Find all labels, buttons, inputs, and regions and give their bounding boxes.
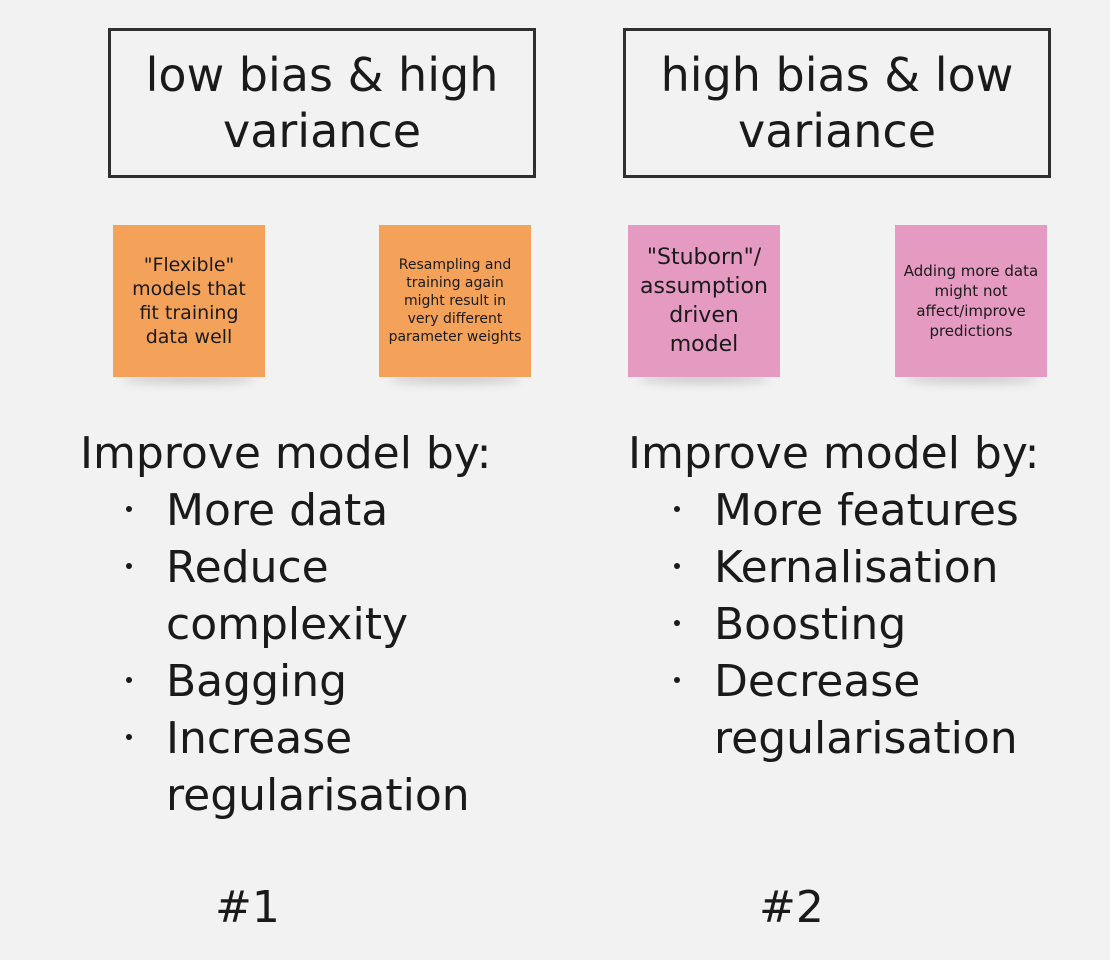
column-number: #1 (215, 882, 280, 933)
list-item-text: Decrease regularisation (714, 656, 1018, 764)
sticky-note-adding-data[interactable]: Adding more data might not affect/improv… (895, 225, 1047, 377)
list-item-text: Increase regularisation (166, 713, 470, 821)
list-item-text: Reduce complexity (166, 542, 408, 650)
bullet-icon (674, 677, 680, 683)
sticky-note-flexible-models[interactable]: "Flexible" models that fit training data… (113, 225, 265, 377)
title-box-high-bias-low-variance[interactable]: high bias & low variance (623, 28, 1051, 178)
list-item: Bagging (120, 653, 540, 710)
sticky-note-stubborn-model[interactable]: "Stuborn"/ assumption driven model (628, 225, 780, 377)
bullet-icon (674, 620, 680, 626)
bullet-icon (126, 563, 132, 569)
bullet-icon (126, 734, 132, 740)
improvement-list: More features Kernalisation Boosting Dec… (668, 482, 1088, 767)
list-item-text: Bagging (166, 656, 348, 707)
bullet-icon (674, 506, 680, 512)
title-text: low bias & high variance (145, 48, 499, 158)
title-box-low-bias-high-variance[interactable]: low bias & high variance (108, 28, 536, 178)
improve-heading: Improve model by: (628, 428, 1040, 479)
list-item-text: Boosting (714, 599, 907, 650)
improvement-list: More data Reduce complexity Bagging Incr… (120, 482, 540, 824)
list-item: Decrease regularisation (668, 653, 1088, 767)
list-item: Reduce complexity (120, 539, 540, 653)
list-item: Boosting (668, 596, 1088, 653)
sticky-note-text: "Stuborn"/ assumption driven model (640, 245, 768, 357)
improve-heading: Improve model by: (80, 428, 492, 479)
list-item: Kernalisation (668, 539, 1088, 596)
list-item: Increase regularisation (120, 710, 540, 824)
bullet-icon (126, 506, 132, 512)
title-text: high bias & low variance (660, 48, 1014, 158)
bullet-icon (126, 677, 132, 683)
list-item: More data (120, 482, 540, 539)
sticky-note-text: Resampling and training again might resu… (388, 257, 522, 345)
sticky-note-text: "Flexible" models that fit training data… (132, 254, 246, 348)
list-item: More features (668, 482, 1088, 539)
column-number: #2 (759, 882, 824, 933)
bullet-icon (674, 563, 680, 569)
list-item-text: More features (714, 485, 1019, 536)
sticky-note-text: Adding more data might not affect/improv… (903, 262, 1039, 340)
list-item-text: More data (166, 485, 389, 536)
list-item-text: Kernalisation (714, 542, 999, 593)
sticky-note-resampling[interactable]: Resampling and training again might resu… (379, 225, 531, 377)
